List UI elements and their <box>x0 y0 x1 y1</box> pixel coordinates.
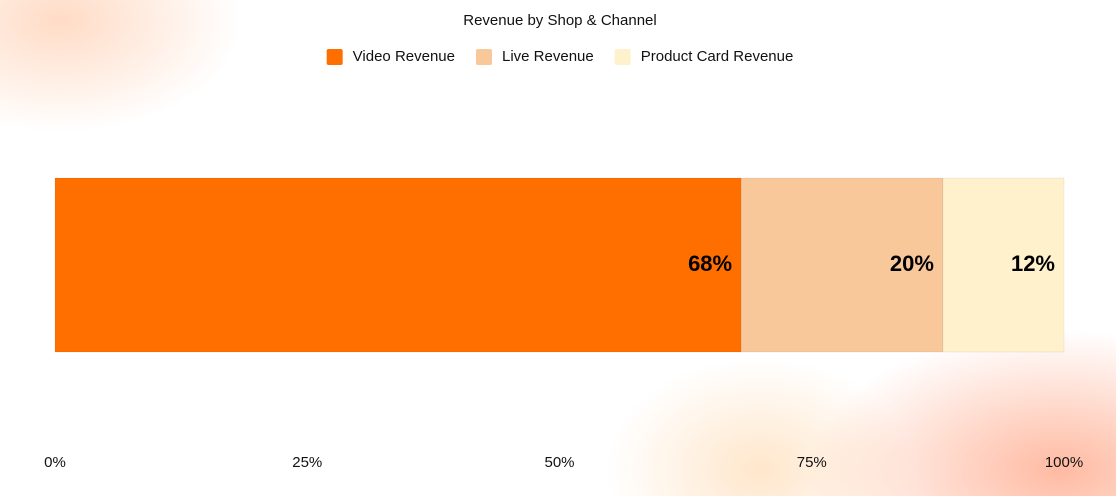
legend-swatch <box>326 49 343 65</box>
chart-title: Revenue by Shop & Channel <box>463 12 656 29</box>
x-tick-label: 100% <box>1045 454 1083 471</box>
x-tick-label: 25% <box>292 454 322 471</box>
bar-segment <box>54 177 742 353</box>
legend: Video Revenue Live Revenue Product Card Re… <box>326 48 794 65</box>
bar-segment <box>942 177 1065 353</box>
legend-label: Video Revenue <box>353 48 455 65</box>
legend-label: Live Revenue <box>502 48 594 65</box>
x-tick-label: 50% <box>544 454 574 471</box>
legend-label: Product Card Revenue <box>641 48 794 65</box>
x-tick-label: 0% <box>44 454 66 471</box>
legend-swatch <box>475 49 492 65</box>
data-label: 12% <box>1011 251 1055 276</box>
bar-segment <box>740 177 944 353</box>
data-label: 68% <box>688 251 732 276</box>
x-tick-label: 75% <box>797 454 827 471</box>
data-label: 20% <box>890 251 934 276</box>
legend-swatch <box>614 49 631 65</box>
